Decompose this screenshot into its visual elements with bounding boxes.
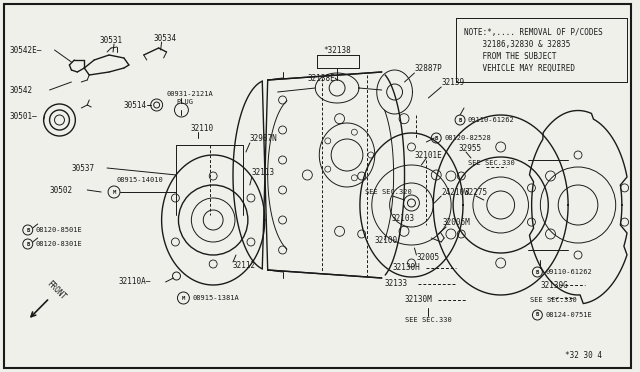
Text: 32110A—: 32110A— [119, 278, 151, 286]
Text: 30542: 30542 [10, 86, 33, 94]
Text: 32006M: 32006M [442, 218, 470, 227]
Text: 30501—: 30501— [10, 112, 38, 121]
Text: *32 30 4: *32 30 4 [565, 350, 602, 359]
Text: 32103: 32103 [392, 214, 415, 222]
Text: 32130G: 32130G [540, 280, 568, 289]
Text: SEE SEC.330: SEE SEC.330 [468, 160, 515, 166]
Text: 32110: 32110 [190, 124, 214, 132]
Text: 32139: 32139 [441, 77, 465, 87]
Text: 32887P: 32887P [415, 64, 442, 73]
Text: 00931-2121A: 00931-2121A [166, 91, 213, 97]
Text: 32130H: 32130H [392, 263, 420, 273]
Text: 30502: 30502 [49, 186, 73, 195]
Text: 32955: 32955 [458, 144, 481, 153]
Text: FRONT: FRONT [45, 279, 67, 301]
Text: 32112: 32112 [233, 260, 256, 269]
Text: 09110-61262: 09110-61262 [468, 117, 515, 123]
Text: 08124-0751E: 08124-0751E [545, 312, 592, 318]
Text: 08915-1381A: 08915-1381A [193, 295, 239, 301]
Text: 30537: 30537 [72, 164, 95, 173]
Text: B: B [458, 118, 461, 122]
Text: 08120-8501E: 08120-8501E [36, 227, 83, 233]
Text: 32186,32830 & 32835: 32186,32830 & 32835 [464, 39, 570, 48]
Text: 30514: 30514 [124, 100, 147, 109]
Text: 09110-61262: 09110-61262 [545, 269, 592, 275]
Text: 32101E: 32101E [415, 151, 442, 160]
Text: 32987N: 32987N [250, 134, 278, 142]
Text: B: B [536, 269, 539, 275]
Text: SEE SEC.320: SEE SEC.320 [365, 189, 412, 195]
Text: M: M [182, 295, 185, 301]
Text: SEE SEC.330: SEE SEC.330 [404, 317, 451, 323]
Text: 32113: 32113 [252, 167, 275, 176]
Text: 32138E: 32138E [307, 74, 335, 83]
Text: 08120-8301E: 08120-8301E [36, 241, 83, 247]
Text: VEHICLE MAY REQUIRED: VEHICLE MAY REQUIRED [464, 64, 575, 73]
Text: M: M [113, 189, 116, 195]
Text: 32005: 32005 [417, 253, 440, 263]
Text: B: B [536, 312, 539, 317]
Text: NOTE:*,.... REMOVAL OF P/CODES: NOTE:*,.... REMOVAL OF P/CODES [464, 28, 603, 36]
Text: 32275: 32275 [464, 187, 487, 196]
Text: FROM THE SUBJECT: FROM THE SUBJECT [464, 51, 557, 61]
Text: 30531: 30531 [99, 35, 122, 45]
Text: PLUG: PLUG [177, 99, 193, 105]
Text: *32138: *32138 [323, 45, 351, 55]
Text: 32133: 32133 [385, 279, 408, 289]
Text: 30542E—: 30542E— [10, 45, 42, 55]
Text: B: B [435, 135, 438, 141]
Text: 30534: 30534 [154, 33, 177, 42]
Text: B: B [26, 241, 29, 247]
Text: 08915-14010: 08915-14010 [117, 177, 164, 183]
Text: 32130M: 32130M [404, 295, 432, 305]
Text: SEE SEC.330: SEE SEC.330 [531, 297, 577, 303]
Text: 32100: 32100 [375, 235, 398, 244]
Text: 08120-82528: 08120-82528 [444, 135, 491, 141]
Text: B: B [26, 228, 29, 232]
Text: 24210W: 24210W [441, 187, 469, 196]
